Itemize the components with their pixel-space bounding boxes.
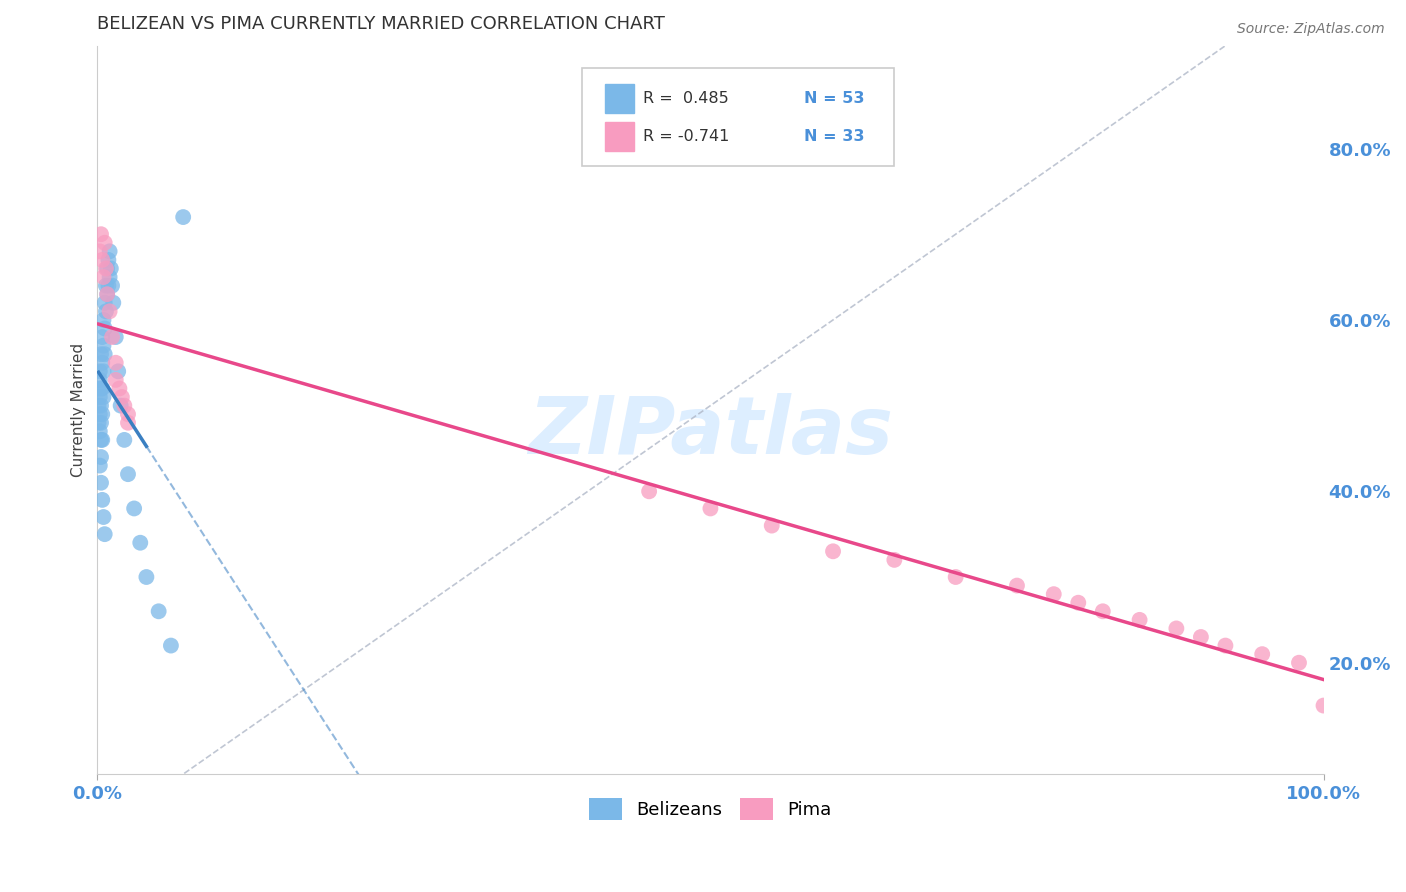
Point [94, 278, 117, 293]
Point [98, 304, 121, 318]
Point [638, 484, 661, 499]
Point [112, 433, 135, 447]
Point [93, 527, 115, 541]
Point [90, 399, 112, 413]
Point [94, 261, 117, 276]
Point [1166, 622, 1188, 636]
Point [87, 416, 110, 430]
Point [104, 330, 127, 344]
FancyBboxPatch shape [605, 84, 634, 113]
Point [90, 433, 112, 447]
FancyBboxPatch shape [582, 68, 894, 166]
Point [883, 553, 905, 567]
Point [90, 382, 112, 396]
Point [87, 382, 110, 396]
Text: BELIZEAN VS PIMA CURRENTLY MARRIED CORRELATION CHART: BELIZEAN VS PIMA CURRENTLY MARRIED CORRE… [97, 15, 665, 33]
Point [93, 295, 115, 310]
Point [90, 416, 112, 430]
Point [117, 416, 139, 430]
Point [117, 407, 139, 421]
FancyBboxPatch shape [605, 122, 634, 151]
Point [112, 399, 135, 413]
Point [104, 373, 127, 387]
Point [96, 261, 118, 276]
Point [91, 492, 114, 507]
Point [90, 227, 112, 242]
Point [172, 210, 194, 224]
Point [89, 373, 111, 387]
Point [93, 235, 115, 250]
Point [107, 364, 129, 378]
Point [93, 338, 115, 352]
Point [96, 287, 118, 301]
Point [122, 501, 145, 516]
Point [93, 364, 115, 378]
Point [1067, 596, 1090, 610]
Point [1215, 639, 1237, 653]
Point [148, 604, 170, 618]
Y-axis label: Currently Married: Currently Married [72, 343, 86, 477]
Point [89, 458, 111, 473]
Point [1042, 587, 1064, 601]
Point [761, 518, 783, 533]
Point [93, 313, 115, 327]
Point [91, 382, 114, 396]
Text: N = 53: N = 53 [804, 91, 865, 106]
Point [90, 347, 112, 361]
Text: Source: ZipAtlas.com: Source: ZipAtlas.com [1237, 22, 1385, 37]
Legend: Belizeans, Pima: Belizeans, Pima [582, 790, 839, 827]
Text: ZIPatlas: ZIPatlas [527, 392, 893, 471]
Point [1129, 613, 1152, 627]
Point [98, 270, 121, 285]
Point [94, 304, 117, 318]
Point [110, 399, 132, 413]
Point [129, 535, 152, 549]
Point [90, 450, 112, 464]
Point [104, 356, 127, 370]
Point [699, 501, 721, 516]
Point [97, 278, 120, 293]
Point [89, 425, 111, 439]
Point [89, 244, 111, 259]
Point [96, 287, 118, 301]
Point [100, 261, 122, 276]
Point [1091, 604, 1114, 618]
Point [117, 467, 139, 482]
Point [87, 399, 110, 413]
Point [1189, 630, 1212, 644]
Point [101, 278, 124, 293]
Point [97, 252, 120, 267]
Point [1288, 656, 1310, 670]
Point [90, 475, 112, 490]
Point [821, 544, 844, 558]
Point [103, 295, 125, 310]
Point [89, 407, 111, 421]
Point [91, 356, 114, 370]
Point [111, 390, 134, 404]
Point [93, 321, 115, 335]
Point [93, 510, 115, 524]
Text: R =  0.485: R = 0.485 [643, 91, 728, 106]
Point [91, 433, 114, 447]
Point [93, 390, 115, 404]
Point [93, 270, 115, 285]
Point [1005, 578, 1028, 592]
Point [93, 347, 115, 361]
Point [98, 244, 121, 259]
Point [135, 570, 157, 584]
Point [945, 570, 967, 584]
Point [89, 364, 111, 378]
Text: R = -0.741: R = -0.741 [643, 128, 730, 144]
Point [89, 390, 111, 404]
Point [160, 639, 183, 653]
Point [91, 407, 114, 421]
Point [1312, 698, 1334, 713]
Point [91, 330, 114, 344]
Point [1251, 647, 1274, 661]
Point [91, 252, 114, 267]
Point [101, 330, 124, 344]
Point [108, 382, 131, 396]
Text: N = 33: N = 33 [804, 128, 865, 144]
